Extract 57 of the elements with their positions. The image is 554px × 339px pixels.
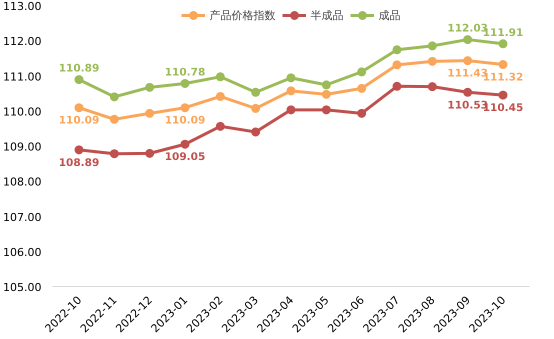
legend-label: 产品价格指数 [210,8,276,22]
point [216,92,225,101]
data-label: 110.89 [58,62,100,75]
point [498,90,508,100]
point [463,88,472,97]
y-tick-label: 113.00 [3,0,42,13]
point [110,92,119,102]
point [74,145,84,154]
y-tick-label: 112.00 [3,35,42,48]
point [428,56,437,66]
point [74,103,84,112]
point [463,56,472,66]
point [74,75,84,84]
legend-label: 成品 [378,8,400,22]
point [251,104,260,113]
point [251,88,260,97]
data-label: 110.09 [58,114,100,127]
point [145,108,154,118]
point [498,60,508,69]
point [110,114,119,124]
point [251,127,260,136]
data-label: 110.78 [164,66,206,78]
y-tick-label: 110.00 [3,105,42,118]
data-label: 110.09 [164,114,206,127]
point [428,41,437,50]
y-tick-label: 106.00 [3,246,42,259]
point [392,45,402,54]
point [110,149,119,158]
point [286,105,296,114]
data-label: 108.89 [58,156,100,169]
y-tick-label: 108.00 [3,176,42,189]
point [357,108,366,118]
point [180,103,190,112]
point [216,122,225,131]
point [428,82,437,92]
point [180,78,190,88]
data-label: 109.05 [164,151,206,164]
y-tick-label: 107.00 [3,210,42,224]
point [322,80,331,90]
point [498,39,508,48]
point [286,73,296,82]
y-tick-label: 109.00 [3,140,42,154]
legend-label: 半成品 [310,8,344,22]
point [392,60,402,70]
y-tick-label: 111.00 [3,70,42,84]
point [322,90,331,99]
point [357,67,366,76]
point [322,105,331,114]
point [145,82,154,92]
point [145,148,154,158]
point [180,140,190,149]
point [392,82,402,91]
point [463,35,472,44]
point [286,86,296,96]
point [216,72,225,82]
point [357,84,366,93]
y-tick-label: 105.00 [3,281,42,294]
